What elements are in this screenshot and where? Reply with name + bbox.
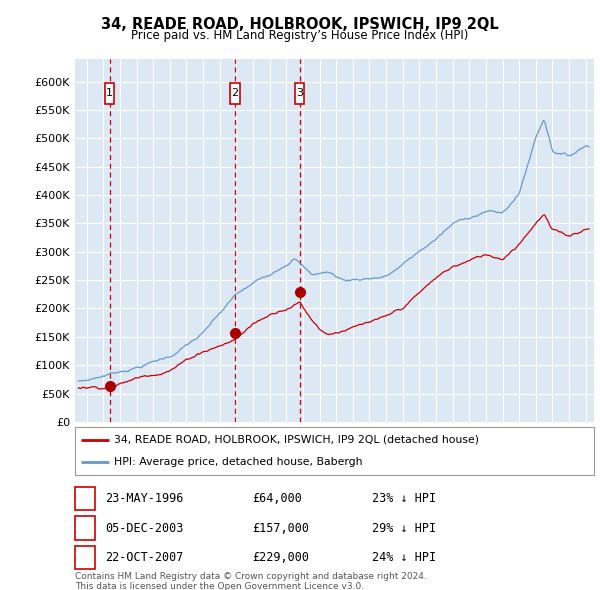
Text: £229,000: £229,000 xyxy=(252,551,309,564)
Text: 23% ↓ HPI: 23% ↓ HPI xyxy=(372,492,436,505)
Text: 22-OCT-2007: 22-OCT-2007 xyxy=(105,551,184,564)
Text: HPI: Average price, detached house, Babergh: HPI: Average price, detached house, Babe… xyxy=(114,457,362,467)
Text: This data is licensed under the Open Government Licence v3.0.: This data is licensed under the Open Gov… xyxy=(75,582,364,590)
Text: 23-MAY-1996: 23-MAY-1996 xyxy=(105,492,184,505)
Text: 1: 1 xyxy=(81,492,89,505)
Text: Price paid vs. HM Land Registry’s House Price Index (HPI): Price paid vs. HM Land Registry’s House … xyxy=(131,30,469,42)
FancyBboxPatch shape xyxy=(105,83,115,104)
Text: £64,000: £64,000 xyxy=(252,492,302,505)
Text: 3: 3 xyxy=(81,551,89,564)
Text: 29% ↓ HPI: 29% ↓ HPI xyxy=(372,522,436,535)
Text: 05-DEC-2003: 05-DEC-2003 xyxy=(105,522,184,535)
Text: 2: 2 xyxy=(232,88,239,99)
FancyBboxPatch shape xyxy=(230,83,239,104)
Text: 2: 2 xyxy=(81,522,89,535)
FancyBboxPatch shape xyxy=(295,83,304,104)
Text: 24% ↓ HPI: 24% ↓ HPI xyxy=(372,551,436,564)
Text: 34, READE ROAD, HOLBROOK, IPSWICH, IP9 2QL: 34, READE ROAD, HOLBROOK, IPSWICH, IP9 2… xyxy=(101,17,499,31)
Text: 3: 3 xyxy=(296,88,303,99)
Text: 1: 1 xyxy=(106,88,113,99)
Text: 34, READE ROAD, HOLBROOK, IPSWICH, IP9 2QL (detached house): 34, READE ROAD, HOLBROOK, IPSWICH, IP9 2… xyxy=(114,435,479,445)
Text: Contains HM Land Registry data © Crown copyright and database right 2024.: Contains HM Land Registry data © Crown c… xyxy=(75,572,427,581)
Text: £157,000: £157,000 xyxy=(252,522,309,535)
